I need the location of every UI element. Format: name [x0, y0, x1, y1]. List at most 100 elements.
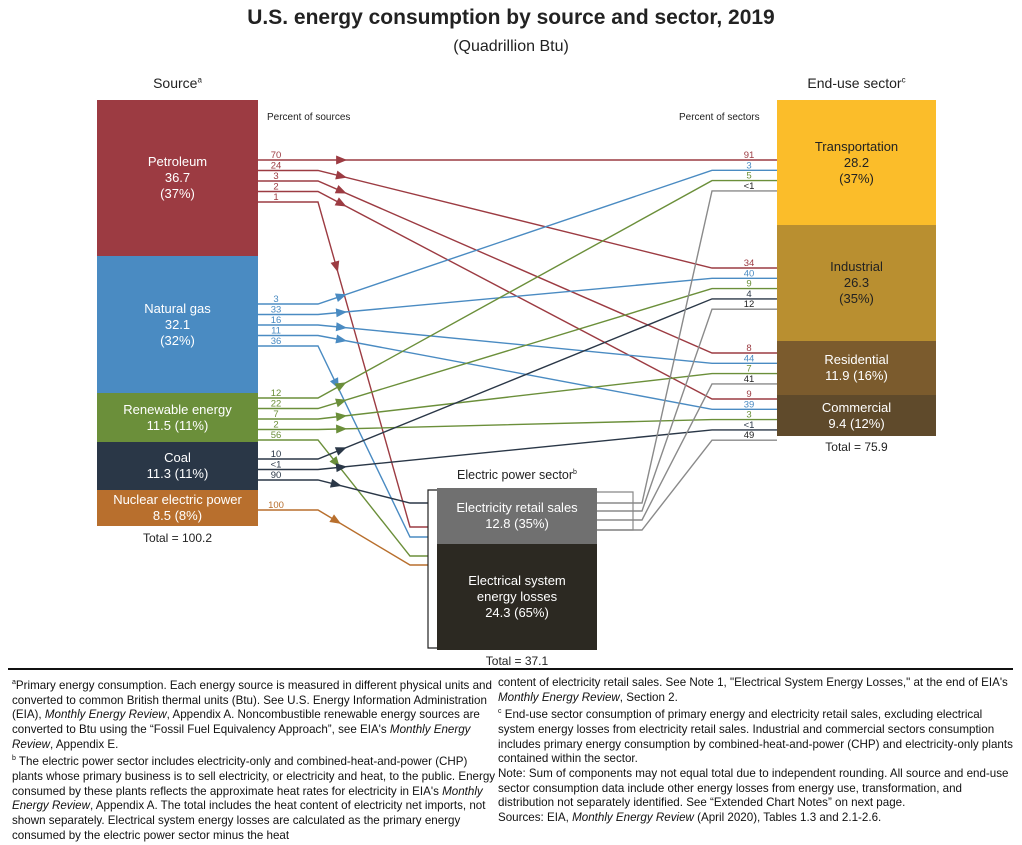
- source-name: Nuclear electric power: [113, 492, 242, 507]
- flow-percent-label: 22: [271, 399, 282, 410]
- source-percent: (32%): [160, 332, 195, 348]
- electrical-system-losses: Electrical system energy losses 24.3 (65…: [437, 544, 597, 650]
- flow-percent-label: 7: [273, 409, 278, 420]
- flow-percent-label: 34: [744, 258, 755, 269]
- flow-arrowhead: [329, 478, 342, 488]
- flow-percent-label: 2: [273, 420, 278, 431]
- footnote-text: Monthly Energy Review: [12, 722, 471, 751]
- sector-percent: (37%): [839, 170, 874, 186]
- flow-arrowhead: [329, 514, 342, 524]
- electric-input-bracket: [427, 489, 437, 649]
- flow-line-petroleum-electric: [258, 201, 428, 528]
- footnote-paragraph: b The electric power sector includes ele…: [12, 752, 496, 843]
- source-name: Petroleum: [147, 154, 208, 169]
- flow-percent-label: 10: [271, 449, 282, 460]
- footnote-paragraph: Note: Sum of components may not equal to…: [498, 767, 1018, 811]
- flow-arrowhead: [335, 463, 348, 473]
- sector-total: Total = 75.9: [825, 440, 888, 454]
- flow-arrowhead: [335, 170, 347, 180]
- flow-percent-label: 4: [746, 289, 751, 300]
- flow-line-natural_gas-residential: [258, 324, 777, 364]
- flow-percent-label: 3: [273, 171, 278, 182]
- sector-header: End-use sectorc: [777, 75, 936, 91]
- flow-percent-label: <1: [744, 181, 755, 192]
- chart-subtitle: (Quadrillion Btu): [453, 38, 569, 55]
- flow-percent-label: 12: [271, 388, 282, 399]
- source-percent: (37%): [160, 186, 195, 201]
- sector-name: Residential: [824, 352, 889, 367]
- flow-percent-label: 40: [744, 268, 755, 279]
- flow-percent-label: 91: [744, 150, 755, 161]
- footnote-marker: a: [12, 679, 16, 686]
- source-petroleum: Petroleum 36.7 (37%): [97, 100, 258, 256]
- flow-line-renewable-transportation: [258, 179, 777, 399]
- source-natural-gas: Natural gas 32.1 (32%): [97, 256, 258, 393]
- electricity-retail-sales: Electricity retail sales 12.8 (35%): [437, 488, 597, 544]
- sector-industrial: Industrial 26.3 (35%): [777, 225, 936, 341]
- flow-line-natural_gas-commercial: [258, 334, 777, 410]
- sector-transportation: Transportation 28.2 (37%): [777, 100, 936, 225]
- losses-name-line2: energy losses: [476, 589, 558, 604]
- retail-value: 12.8 (35%): [485, 516, 549, 531]
- source-header: Sourcea: [97, 75, 258, 91]
- footnote-marker: c: [498, 708, 502, 716]
- flow-percent-label: 56: [271, 430, 282, 441]
- sector-percent: (35%): [839, 291, 874, 306]
- retail-name: Electricity retail sales: [456, 500, 578, 515]
- footnote-text: , Section 2.: [619, 690, 678, 704]
- flow-percent-label: <1: [744, 420, 755, 431]
- flow-arrowhead: [335, 308, 348, 318]
- flow-percent-label: <1: [271, 460, 282, 471]
- flow-percent-label: 9: [746, 279, 751, 290]
- flow-arrowhead: [334, 184, 347, 194]
- footnote-paragraph: c End-use sector consumption of primary …: [498, 705, 1018, 767]
- source-name: Natural gas: [144, 300, 211, 316]
- percent-of-sources-label: Percent of sources: [267, 112, 351, 123]
- footnote-ref-c: c: [901, 75, 906, 85]
- flow-percent-label: 3: [746, 410, 751, 421]
- source-value: 11.5 (11%): [146, 417, 209, 433]
- sector-residential: Residential 11.9 (16%): [777, 341, 936, 395]
- chart-title: U.S. energy consumption by source and se…: [247, 6, 775, 29]
- flow-line-natural_gas-industrial: [258, 277, 777, 316]
- flow-percent-label: 36: [271, 336, 282, 347]
- source-nuclear: Nuclear electric power 8.5 (8%): [97, 490, 258, 526]
- flow-line-nuclear-electric: [258, 509, 428, 566]
- flow-line-natural_gas-electric: [258, 345, 428, 538]
- footnote-paragraph: aPrimary energy consumption. Each energy…: [12, 676, 496, 752]
- footnote-text: , Appendix E.: [50, 737, 119, 751]
- source-total: Total = 100.2: [142, 531, 213, 545]
- footnote-text: Sources: EIA,: [498, 811, 573, 825]
- source-name: Renewable energy: [123, 401, 232, 417]
- electric-output-bracket: [597, 491, 634, 531]
- flow-percent-label: 90: [271, 470, 282, 481]
- footnote-text: Note: Sum of components may not equal to…: [498, 767, 1009, 810]
- flow-line-petroleum-residential: [258, 180, 777, 354]
- sector-value: 11.9 (16%): [825, 368, 888, 383]
- sector-name: Transportation: [814, 138, 899, 154]
- electric-sector-header: Electric power sectorb: [437, 468, 597, 482]
- flow-percent-label: 33: [271, 305, 282, 316]
- flow-line-renewable-electric: [258, 439, 428, 557]
- footnote-text: Monthly Energy Review: [12, 784, 483, 813]
- source-coal: Coal 11.3 (11%): [97, 442, 258, 490]
- flow-line-petroleum-commercial: [258, 190, 777, 400]
- sector-name: Industrial: [830, 259, 883, 274]
- footnote-text: (April 2020), Tables 1.3 and 2.1-2.6.: [693, 811, 882, 825]
- flow-arrowhead: [335, 412, 348, 422]
- footnote-text: , Appendix A. The total includes the hea…: [12, 799, 486, 842]
- electric-sector-header-text: Electric power sector: [457, 468, 574, 482]
- flow-arrowhead: [335, 398, 347, 408]
- source-value: 32.1: [164, 316, 191, 332]
- flow-percent-label: 24: [271, 161, 282, 172]
- footnote-text: Monthly Energy Review: [498, 690, 620, 704]
- source-value: 8.5 (8%): [152, 508, 203, 523]
- footnote-text: Monthly Energy Review: [572, 811, 694, 825]
- flow-line-renewable-industrial: [258, 287, 777, 410]
- footnote-text: Primary energy consumption. Each energy …: [12, 678, 492, 722]
- flow-percent-label: 39: [744, 399, 755, 410]
- flow-line-petroleum-industrial: [258, 169, 777, 269]
- flow-percent-label: 9: [746, 389, 751, 400]
- flow-line-retail-transportation: [597, 190, 777, 504]
